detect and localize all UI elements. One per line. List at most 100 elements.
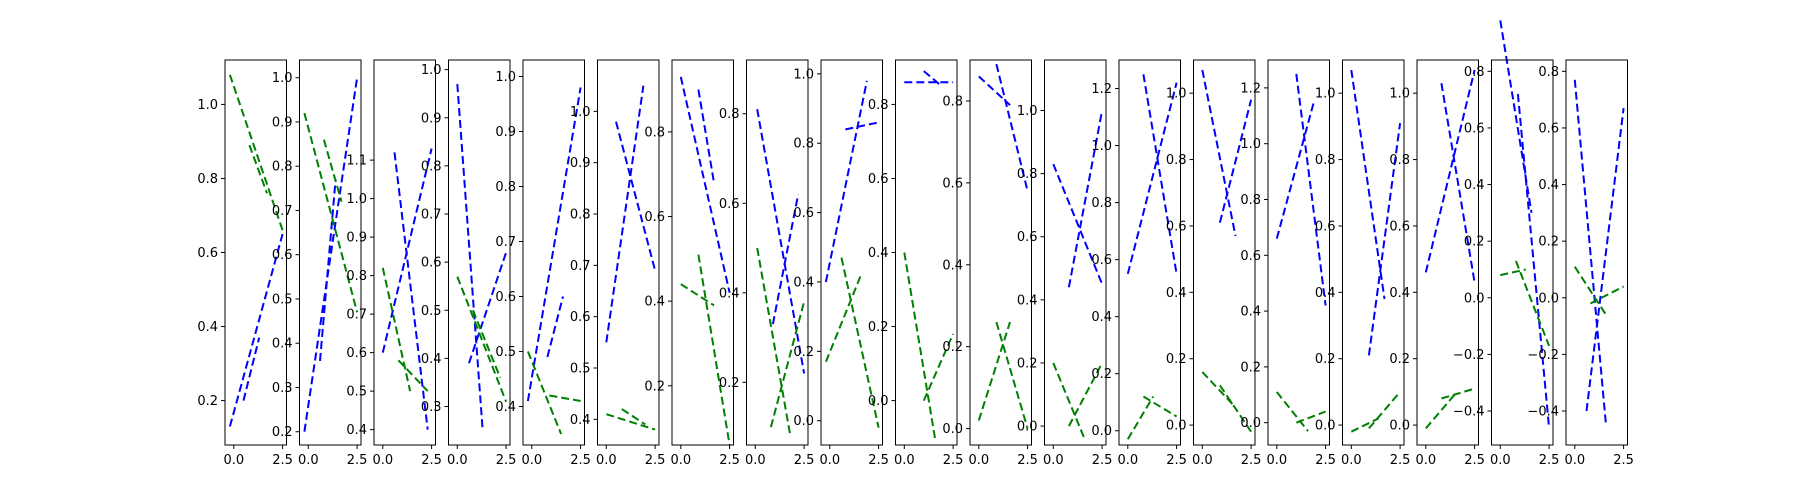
ytick-label-16-6: 1.0 — [1315, 87, 1336, 102]
ytick-label-6-5: 0.8 — [570, 208, 591, 223]
series-line-green-3-3 — [381, 267, 412, 392]
series-line-blue-1-1 — [228, 233, 284, 427]
series-line-blue-4-2 — [468, 252, 508, 364]
series-line-green-7-4 — [697, 254, 731, 446]
ytick-label-9-3: 0.4 — [793, 275, 814, 290]
panel-14: 0.0 0.2 0.4 0.6 0.8 1.0 0.0 2.5 — [1166, 59, 1262, 468]
ytick-label-3-7: 1.0 — [346, 192, 367, 207]
xtick-label-2-1: 0.0 — [298, 453, 319, 468]
series-line-blue-1-2 — [242, 337, 261, 401]
panel-7: 0.2 0.4 0.6 0.8 0.0 2.5 — [644, 59, 740, 468]
ytick-label-17-6: 1.0 — [1389, 87, 1410, 102]
ytick-label-10-1: 0.0 — [868, 394, 889, 409]
ytick-label-1-3: 0.6 — [197, 246, 218, 261]
ytick-label-1-4: 0.8 — [197, 172, 218, 187]
series-line-green-6-3 — [605, 413, 656, 431]
ytick-label-18-6: 0.6 — [1464, 121, 1485, 136]
panel-frame-13 — [1118, 59, 1181, 446]
panel-19: −0.4 −0.2 0.0 0.2 0.4 0.6 0.8 0.0 2.5 — [1527, 59, 1634, 468]
ytick-label-1-2: 0.4 — [197, 320, 218, 335]
ytick-label-8-2: 0.4 — [719, 286, 740, 301]
ytick-label-3-4: 0.7 — [346, 308, 367, 323]
ytick-label-17-2: 0.2 — [1389, 352, 1410, 367]
ytick-label-2-3: 0.4 — [272, 337, 293, 352]
ytick-label-17-1: 0.0 — [1389, 419, 1410, 434]
ytick-label-17-3: 0.4 — [1389, 286, 1410, 301]
ytick-label-7-2: 0.4 — [644, 295, 665, 310]
series-line-green-19-4 — [1589, 285, 1625, 305]
ytick-label-13-4: 0.6 — [1091, 253, 1112, 268]
series-line-green-18-4 — [1514, 260, 1551, 347]
ytick-label-5-2: 0.5 — [495, 345, 516, 360]
ytick-label-15-1: 0.0 — [1240, 416, 1261, 431]
xtick-label-3-1: 0.0 — [372, 453, 393, 468]
panel-10: 0.0 0.2 0.4 0.6 0.8 0.0 2.5 — [868, 59, 964, 468]
series-line-blue-17-2 — [1440, 83, 1476, 283]
series-line-green-19-3 — [1573, 266, 1607, 316]
series-line-blue-16-1 — [1350, 69, 1386, 300]
xtick-label-1-1: 0.0 — [223, 453, 244, 468]
ytick-label-18-2: −0.2 — [1453, 348, 1485, 363]
series-line-green-9-4 — [840, 257, 880, 428]
ytick-label-19-7: 0.8 — [1538, 65, 1559, 80]
ytick-label-6-7: 1.0 — [570, 105, 591, 120]
series-line-green-17-4 — [1441, 387, 1475, 400]
series-line-green-11-3 — [977, 321, 1011, 421]
series-line-green-5-4 — [549, 394, 581, 402]
ytick-label-8-4: 0.8 — [719, 107, 740, 122]
xtick-label-13-2: 2.5 — [1166, 453, 1187, 468]
panel-6: 0.4 0.5 0.6 0.7 0.8 0.9 1.0 0.0 2.5 — [570, 59, 666, 468]
xtick-label-4-1: 0.0 — [447, 453, 468, 468]
ytick-label-15-5: 0.8 — [1240, 193, 1261, 208]
xtick-label-11-2: 2.5 — [1017, 453, 1038, 468]
ytick-label-19-2: −0.2 — [1527, 348, 1559, 363]
series-line-blue-5-1 — [526, 87, 582, 402]
xtick-label-3-2: 2.5 — [421, 453, 442, 468]
ytick-label-5-5: 0.8 — [495, 180, 516, 195]
xtick-label-7-1: 0.0 — [670, 453, 691, 468]
ytick-label-9-4: 0.6 — [793, 206, 814, 221]
panel-frame-8 — [746, 59, 809, 446]
xtick-label-16-1: 0.0 — [1341, 453, 1362, 468]
series-line-green-14-4 — [1219, 384, 1252, 433]
xtick-label-15-1: 0.0 — [1266, 453, 1287, 468]
xtick-label-5-1: 0.0 — [521, 453, 542, 468]
series-line-blue-4-1 — [456, 84, 484, 431]
panel-frame-18 — [1491, 59, 1554, 446]
ytick-label-3-8: 1.1 — [346, 154, 367, 169]
xtick-label-18-2: 2.5 — [1539, 453, 1560, 468]
panel-frame-3 — [373, 59, 436, 446]
series-line-blue-7-2 — [697, 89, 715, 183]
ytick-label-11-4: 0.6 — [942, 176, 963, 191]
series-line-blue-3-2 — [393, 152, 429, 430]
series-line-green-18-3 — [1500, 268, 1526, 277]
ytick-label-13-7: 1.2 — [1091, 82, 1112, 97]
panel-frame-5 — [522, 59, 585, 446]
xtick-label-6-2: 2.5 — [645, 453, 666, 468]
ytick-label-19-1: −0.4 — [1527, 405, 1559, 420]
xtick-label-17-1: 0.0 — [1415, 453, 1436, 468]
ytick-label-2-7: 0.8 — [272, 160, 293, 175]
xtick-label-15-2: 2.5 — [1315, 453, 1336, 468]
panel-frame-16 — [1342, 59, 1405, 446]
ytick-label-16-3: 0.4 — [1315, 286, 1336, 301]
series-line-green-10-3 — [903, 252, 937, 442]
ytick-label-1-1: 0.2 — [197, 394, 218, 409]
ytick-label-16-4: 0.6 — [1315, 219, 1336, 234]
xtick-label-10-2: 2.5 — [943, 453, 964, 468]
xtick-label-1-2: 2.5 — [272, 453, 293, 468]
ytick-label-11-3: 0.4 — [942, 258, 963, 273]
ytick-label-10-2: 0.2 — [868, 320, 889, 335]
ytick-label-9-6: 1.0 — [793, 67, 814, 82]
ytick-label-15-7: 1.2 — [1240, 81, 1261, 96]
series-line-blue-2-2 — [319, 179, 337, 361]
xtick-label-12-1: 0.0 — [1043, 453, 1064, 468]
panel-8: 0.2 0.4 0.6 0.8 0.0 2.5 — [719, 59, 814, 468]
ytick-label-4-5: 0.7 — [421, 208, 442, 223]
ytick-label-2-9: 1.0 — [272, 71, 293, 86]
ytick-label-3-6: 0.9 — [346, 231, 367, 246]
ytick-label-14-2: 0.2 — [1166, 352, 1187, 367]
panel-frame-14 — [1193, 59, 1256, 446]
xtick-label-14-2: 2.5 — [1241, 453, 1262, 468]
